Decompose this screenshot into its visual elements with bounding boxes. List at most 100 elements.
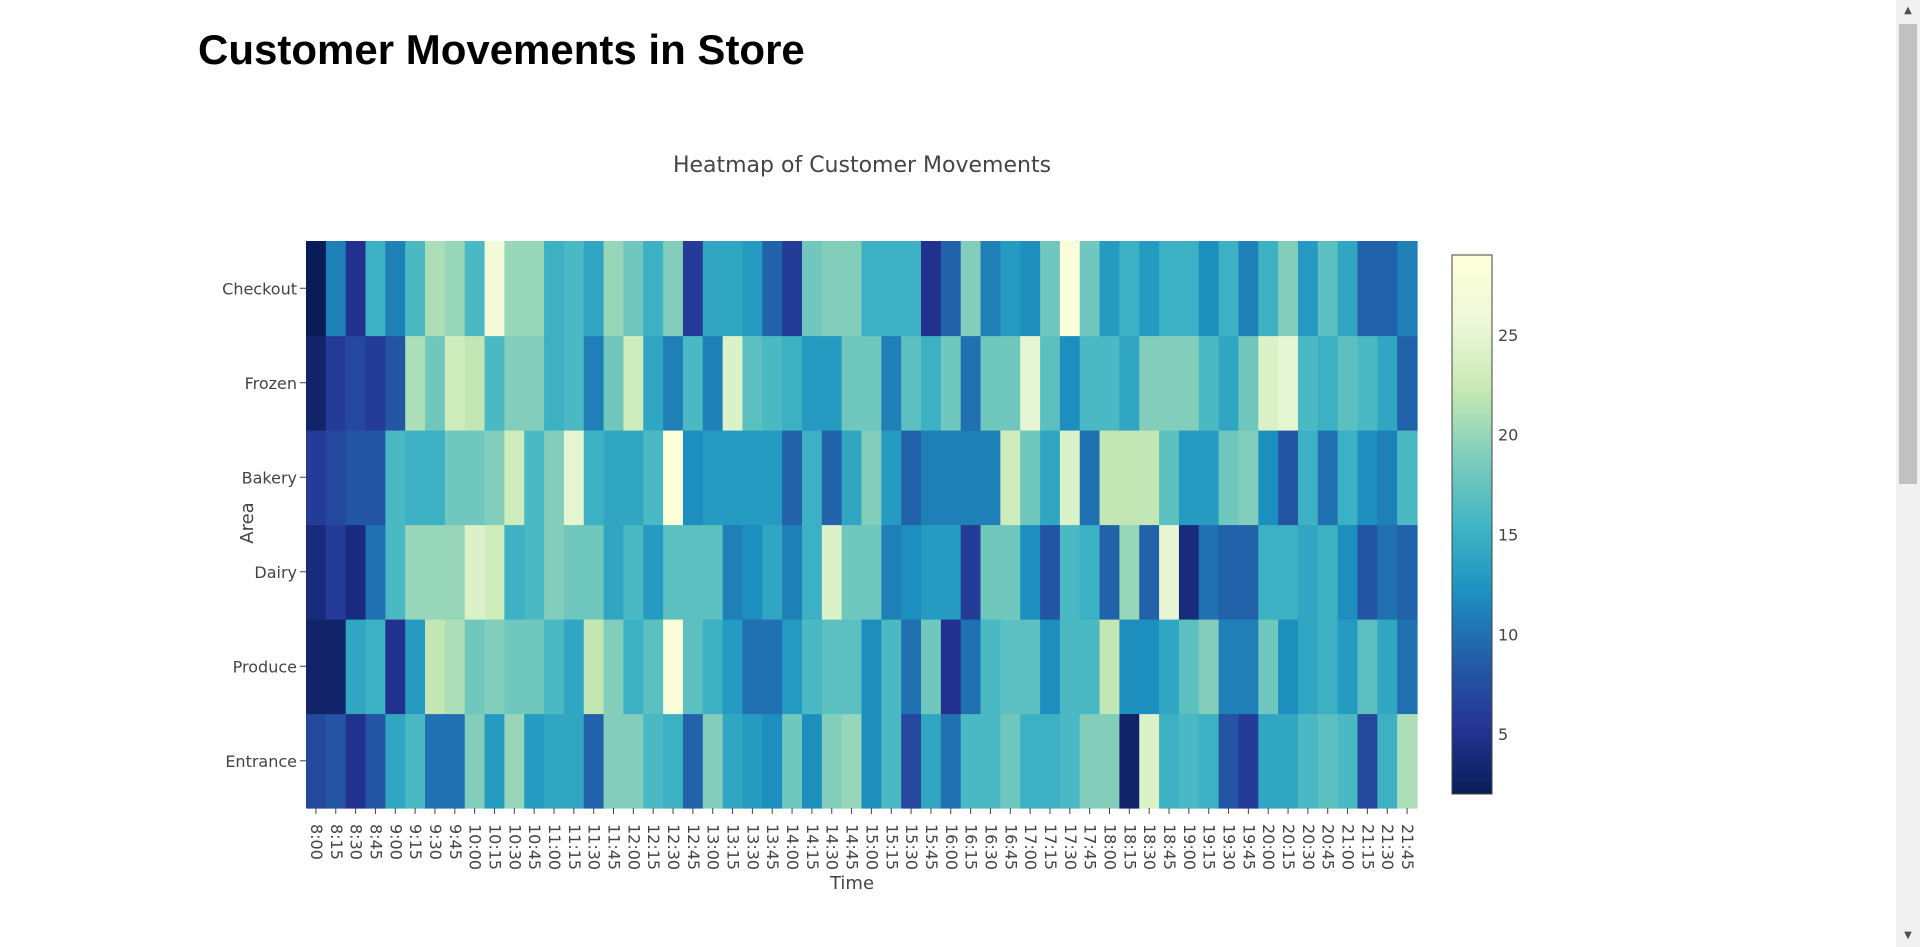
heatmap-cell[interactable] bbox=[702, 430, 724, 526]
heatmap-cell[interactable] bbox=[1278, 335, 1299, 431]
heatmap-cell[interactable] bbox=[544, 524, 565, 620]
heatmap-cell[interactable] bbox=[861, 430, 882, 526]
heatmap-cell[interactable] bbox=[1099, 430, 1121, 526]
heatmap-cell[interactable] bbox=[762, 241, 783, 337]
scrollbar-thumb[interactable] bbox=[1899, 24, 1917, 484]
heatmap-cell[interactable] bbox=[841, 430, 863, 526]
heatmap-cell[interactable] bbox=[325, 713, 347, 809]
heatmap-cell[interactable] bbox=[1397, 335, 1418, 431]
heatmap-cell[interactable] bbox=[1258, 713, 1279, 809]
heatmap-cell[interactable] bbox=[980, 430, 1001, 526]
heatmap-cell[interactable] bbox=[325, 241, 347, 337]
heatmap-cell[interactable] bbox=[782, 430, 803, 526]
heatmap-cell[interactable] bbox=[1099, 335, 1121, 431]
heatmap-cell[interactable] bbox=[881, 713, 902, 809]
heatmap-cell[interactable] bbox=[1337, 524, 1359, 620]
heatmap-cell[interactable] bbox=[1337, 619, 1359, 715]
heatmap-cell[interactable] bbox=[306, 241, 327, 337]
heatmap-cell[interactable] bbox=[1139, 430, 1160, 526]
heatmap-cell[interactable] bbox=[1000, 241, 1021, 337]
heatmap-cell[interactable] bbox=[1278, 430, 1299, 526]
heatmap-cell[interactable] bbox=[722, 430, 744, 526]
heatmap-cell[interactable] bbox=[901, 335, 922, 431]
heatmap-cell[interactable] bbox=[1040, 335, 1061, 431]
heatmap-cell[interactable] bbox=[1258, 619, 1279, 715]
heatmap-cell[interactable] bbox=[623, 524, 644, 620]
heatmap-cell[interactable] bbox=[901, 619, 922, 715]
heatmap-cell[interactable] bbox=[1079, 335, 1101, 431]
heatmap-cell[interactable] bbox=[425, 430, 446, 526]
heatmap-cell[interactable] bbox=[1020, 430, 1041, 526]
heatmap-cell[interactable] bbox=[722, 619, 744, 715]
heatmap-cell[interactable] bbox=[881, 619, 902, 715]
heatmap-cell[interactable] bbox=[1278, 713, 1299, 809]
heatmap-cell[interactable] bbox=[325, 524, 347, 620]
heatmap-cell[interactable] bbox=[504, 524, 525, 620]
heatmap-cell[interactable] bbox=[504, 430, 525, 526]
heatmap-cell[interactable] bbox=[1178, 335, 1200, 431]
heatmap-cell[interactable] bbox=[1178, 524, 1200, 620]
heatmap-cell[interactable] bbox=[1357, 619, 1378, 715]
heatmap-cell[interactable] bbox=[1357, 430, 1378, 526]
heatmap-cell[interactable] bbox=[1317, 619, 1339, 715]
heatmap-cell[interactable] bbox=[405, 430, 426, 526]
heatmap-cell[interactable] bbox=[1357, 335, 1378, 431]
heatmap-cell[interactable] bbox=[1020, 241, 1041, 337]
heatmap-cell[interactable] bbox=[583, 335, 605, 431]
heatmap-cell[interactable] bbox=[663, 524, 684, 620]
heatmap-cell[interactable] bbox=[1297, 241, 1319, 337]
heatmap-cell[interactable] bbox=[484, 713, 505, 809]
heatmap-cell[interactable] bbox=[484, 619, 505, 715]
heatmap-cell[interactable] bbox=[1198, 713, 1220, 809]
heatmap-cell[interactable] bbox=[1218, 241, 1240, 337]
heatmap-cell[interactable] bbox=[663, 335, 684, 431]
heatmap-cell[interactable] bbox=[385, 713, 406, 809]
heatmap-cell[interactable] bbox=[921, 335, 942, 431]
heatmap-cell[interactable] bbox=[385, 335, 406, 431]
heatmap-cell[interactable] bbox=[1040, 430, 1061, 526]
heatmap-cell[interactable] bbox=[425, 524, 446, 620]
heatmap-cell[interactable] bbox=[563, 335, 585, 431]
heatmap-cell[interactable] bbox=[722, 713, 744, 809]
heatmap-cell[interactable] bbox=[1377, 713, 1398, 809]
heatmap-cell[interactable] bbox=[702, 335, 724, 431]
heatmap-cell[interactable] bbox=[444, 713, 466, 809]
heatmap-cell[interactable] bbox=[563, 241, 585, 337]
heatmap-cell[interactable] bbox=[1000, 713, 1021, 809]
heatmap-cell[interactable] bbox=[940, 335, 962, 431]
heatmap-cell[interactable] bbox=[1119, 335, 1140, 431]
heatmap-cell[interactable] bbox=[702, 619, 724, 715]
heatmap-cell[interactable] bbox=[1059, 619, 1081, 715]
heatmap-cell[interactable] bbox=[702, 241, 724, 337]
heatmap-cell[interactable] bbox=[504, 713, 525, 809]
heatmap-cell[interactable] bbox=[1297, 619, 1319, 715]
heatmap-cell[interactable] bbox=[1099, 524, 1121, 620]
heatmap-cell[interactable] bbox=[1377, 241, 1398, 337]
heatmap-cell[interactable] bbox=[504, 619, 525, 715]
heatmap-cell[interactable] bbox=[960, 713, 982, 809]
heatmap-cell[interactable] bbox=[1397, 241, 1418, 337]
heatmap-cell[interactable] bbox=[544, 619, 565, 715]
heatmap-cell[interactable] bbox=[405, 713, 426, 809]
heatmap-cell[interactable] bbox=[1079, 619, 1101, 715]
heatmap-cell[interactable] bbox=[821, 241, 843, 337]
heatmap-cell[interactable] bbox=[544, 335, 565, 431]
heatmap-cell[interactable] bbox=[464, 335, 486, 431]
heatmap-cell[interactable] bbox=[901, 713, 922, 809]
heatmap-cell[interactable] bbox=[1159, 335, 1180, 431]
heatmap-cell[interactable] bbox=[1040, 241, 1061, 337]
heatmap-cell[interactable] bbox=[1139, 335, 1160, 431]
heatmap-cells[interactable] bbox=[306, 241, 1418, 809]
heatmap-cell[interactable] bbox=[801, 524, 823, 620]
heatmap-cell[interactable] bbox=[663, 619, 684, 715]
heatmap-cell[interactable] bbox=[1218, 524, 1240, 620]
heatmap-cell[interactable] bbox=[1159, 713, 1180, 809]
heatmap-cell[interactable] bbox=[861, 619, 882, 715]
heatmap-cell[interactable] bbox=[921, 619, 942, 715]
heatmap-cell[interactable] bbox=[325, 335, 347, 431]
heatmap-cell[interactable] bbox=[524, 713, 545, 809]
heatmap-cell[interactable] bbox=[1317, 241, 1339, 337]
heatmap-cell[interactable] bbox=[1059, 713, 1081, 809]
heatmap-cell[interactable] bbox=[583, 619, 605, 715]
heatmap-cell[interactable] bbox=[345, 524, 367, 620]
